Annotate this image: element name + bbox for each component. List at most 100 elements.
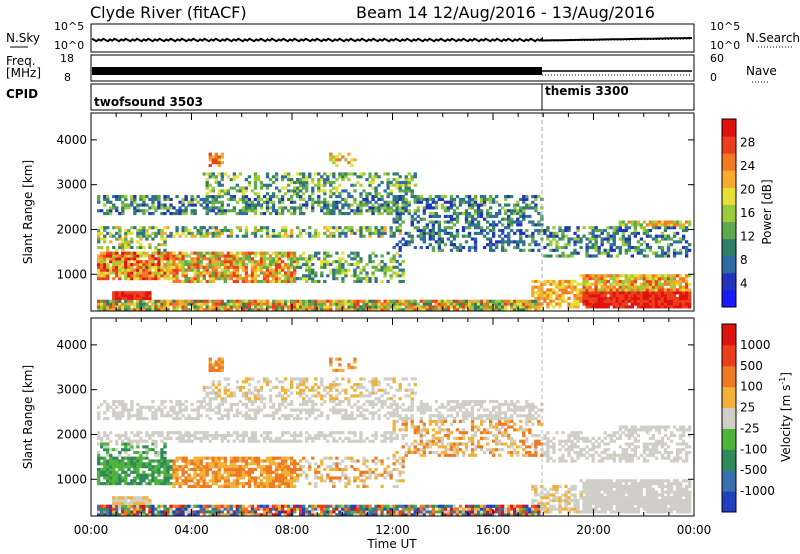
heatmap-cell bbox=[118, 433, 122, 438]
heatmap-cell bbox=[286, 254, 291, 258]
heatmap-cell bbox=[332, 155, 336, 159]
heatmap-cell bbox=[172, 417, 176, 421]
heatmap-cell bbox=[455, 228, 460, 233]
heatmap-cell bbox=[151, 305, 155, 309]
heatmap-cell bbox=[528, 234, 532, 238]
heatmap-cell bbox=[142, 470, 146, 474]
heatmap-cell bbox=[244, 234, 249, 238]
heatmap-cell bbox=[356, 251, 360, 255]
heatmap-cell bbox=[157, 479, 161, 483]
cpid-panel-frame bbox=[90, 83, 695, 111]
heatmap-cell bbox=[253, 411, 258, 415]
heatmap-cell bbox=[440, 299, 445, 303]
heatmap-cell bbox=[425, 206, 429, 210]
heatmap-cell bbox=[115, 268, 119, 272]
heatmap-cell bbox=[332, 274, 336, 278]
heatmap-cell bbox=[365, 195, 369, 199]
heatmap-cell bbox=[133, 499, 137, 503]
heatmap-cell bbox=[495, 195, 499, 199]
heatmap-cell bbox=[127, 436, 131, 440]
heatmap-cell bbox=[109, 504, 113, 508]
heatmap-cell bbox=[618, 294, 622, 298]
heatmap-cell bbox=[419, 217, 423, 221]
heatmap-cell bbox=[600, 282, 604, 286]
heatmap-cell bbox=[286, 308, 291, 312]
heatmap-cell bbox=[293, 180, 297, 185]
heatmap-cell bbox=[202, 470, 206, 474]
heatmap-cell bbox=[473, 243, 478, 247]
heatmap-cell bbox=[202, 456, 206, 460]
heatmap-cell bbox=[392, 245, 396, 250]
heatmap-cell bbox=[187, 308, 191, 312]
heatmap-cell bbox=[473, 217, 478, 221]
heatmap-cell bbox=[371, 186, 375, 190]
heatmap-cell bbox=[112, 476, 116, 480]
heatmap-cell bbox=[615, 294, 619, 298]
heatmap-cell bbox=[648, 291, 653, 295]
heatmap-cell bbox=[223, 277, 227, 281]
heatmap-cell bbox=[555, 302, 559, 306]
heatmap-cell bbox=[118, 400, 122, 404]
heatmap-cell bbox=[286, 172, 291, 176]
heatmap-cell bbox=[431, 308, 435, 312]
heatmap-cell bbox=[166, 513, 170, 517]
heatmap-cell bbox=[467, 226, 472, 230]
heatmap-cell bbox=[431, 212, 435, 216]
heatmap-cell bbox=[118, 228, 122, 233]
heatmap-cell bbox=[142, 260, 146, 264]
heatmap-cell bbox=[256, 394, 261, 398]
heatmap-cell bbox=[636, 305, 641, 309]
heatmap-cell bbox=[124, 476, 128, 480]
heatmap-cell bbox=[624, 282, 628, 286]
heatmap-cell bbox=[259, 180, 264, 185]
heatmap-cell bbox=[151, 431, 155, 435]
heatmap-cell bbox=[606, 237, 610, 241]
heatmap-cell bbox=[193, 260, 197, 264]
heatmap-cell bbox=[220, 209, 224, 213]
heatmap-cell bbox=[476, 308, 481, 312]
heatmap-cell bbox=[485, 226, 490, 230]
heatmap-cell bbox=[172, 459, 176, 463]
heatmap-cell bbox=[377, 175, 381, 179]
heatmap-cell bbox=[422, 305, 426, 309]
heatmap-cell bbox=[329, 155, 333, 159]
heatmap-cell bbox=[289, 257, 294, 261]
heatmap-cell bbox=[163, 513, 167, 517]
heatmap-cell bbox=[431, 305, 435, 309]
heatmap-cell bbox=[335, 200, 339, 204]
heatmap-cell bbox=[253, 203, 258, 207]
heatmap-cell bbox=[684, 248, 689, 252]
heatmap-cell bbox=[353, 172, 357, 176]
heatmap-cell bbox=[211, 510, 215, 514]
heatmap-cell bbox=[253, 397, 258, 401]
heatmap-cell bbox=[350, 163, 354, 168]
heatmap-cell bbox=[504, 203, 508, 207]
heatmap-cell bbox=[434, 299, 439, 303]
heatmap-cell bbox=[633, 277, 638, 281]
heatmap-cell bbox=[440, 248, 445, 252]
heatmap-cell bbox=[293, 279, 297, 284]
heatmap-cell bbox=[262, 459, 267, 463]
heatmap-cell bbox=[121, 203, 125, 207]
heatmap-cell bbox=[666, 223, 671, 227]
heatmap-cell bbox=[250, 299, 255, 303]
heatmap-cell bbox=[684, 220, 689, 224]
heatmap-cell bbox=[163, 243, 167, 247]
heatmap-cell bbox=[666, 291, 671, 295]
heatmap-cell bbox=[531, 248, 535, 252]
heatmap-cell bbox=[642, 299, 647, 303]
heatmap-cell bbox=[196, 228, 200, 233]
heatmap-cell bbox=[214, 459, 218, 463]
heatmap-cell bbox=[154, 411, 158, 415]
heatmap-cell bbox=[118, 465, 122, 469]
heatmap-cell bbox=[513, 231, 517, 235]
heatmap-cell bbox=[678, 291, 683, 295]
heatmap-cell bbox=[106, 254, 110, 258]
heatmap-cell bbox=[642, 228, 647, 233]
heatmap-cell bbox=[507, 240, 511, 244]
heatmap-cell bbox=[389, 299, 393, 303]
heatmap-cell bbox=[244, 262, 249, 267]
heatmap-cell bbox=[217, 363, 221, 367]
heatmap-cell bbox=[582, 288, 586, 292]
heatmap-cell bbox=[121, 462, 125, 466]
